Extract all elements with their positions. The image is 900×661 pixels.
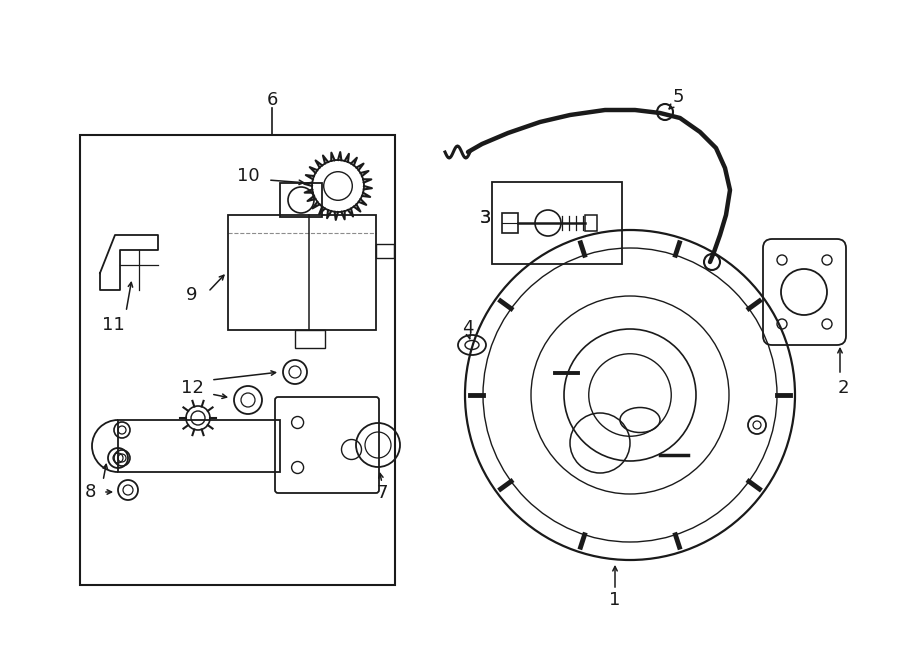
Text: 10: 10	[237, 167, 259, 185]
Bar	[118, 420, 280, 472]
Bar	[80, 135, 395, 585]
Text: 7: 7	[376, 484, 388, 502]
Text: 11: 11	[102, 316, 124, 334]
Bar	[585, 215, 597, 231]
Text: 6: 6	[266, 91, 278, 109]
Bar	[492, 182, 622, 264]
Text: 5: 5	[672, 88, 684, 106]
Bar	[376, 244, 394, 258]
Text: 3: 3	[479, 209, 490, 227]
Text: 1: 1	[609, 591, 621, 609]
Text: 3: 3	[479, 209, 490, 227]
Text: 8: 8	[85, 483, 95, 501]
Text: 4: 4	[463, 319, 473, 337]
Text: 12: 12	[181, 379, 203, 397]
Bar	[280, 183, 322, 217]
Bar	[228, 215, 376, 330]
Bar	[502, 213, 518, 233]
Text: 9: 9	[186, 286, 198, 304]
Text: 2: 2	[837, 379, 849, 397]
Bar	[294, 330, 325, 348]
